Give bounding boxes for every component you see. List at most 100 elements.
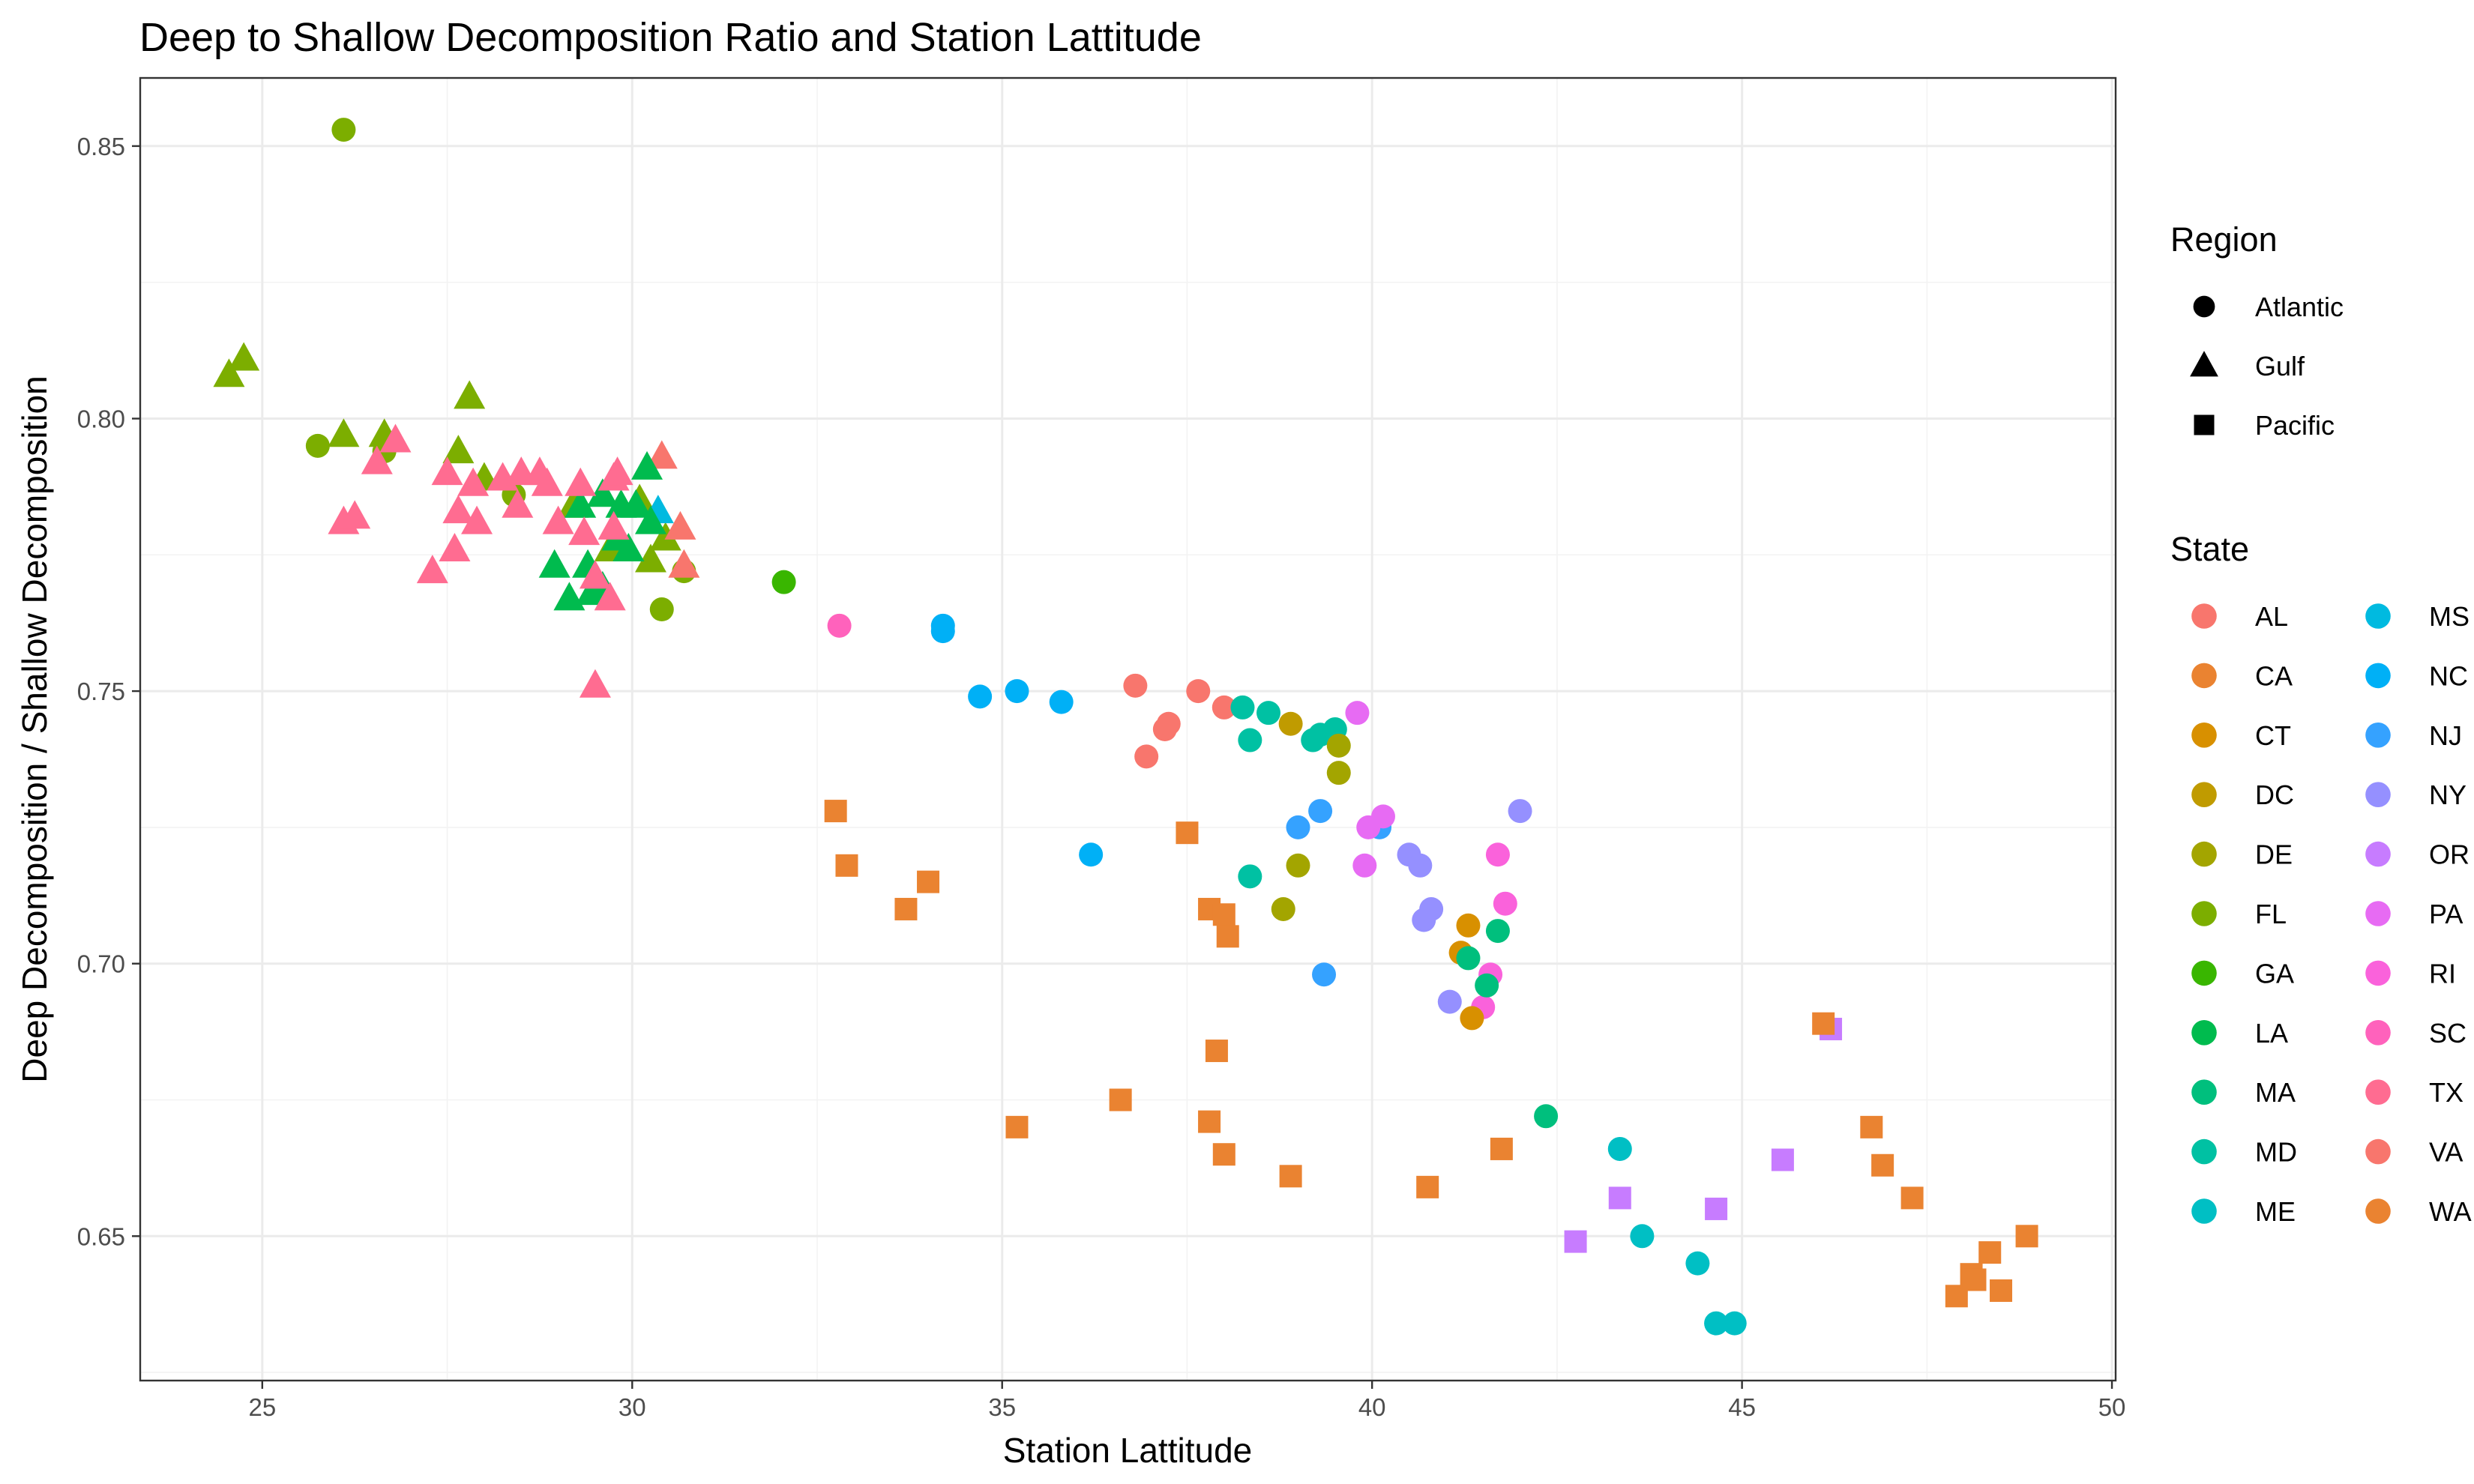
data-point — [1326, 761, 1351, 785]
data-point — [1186, 679, 1211, 704]
state-legend-label: MD — [2255, 1137, 2297, 1168]
data-point — [1356, 815, 1381, 839]
data-point — [1212, 695, 1236, 720]
x-tick-label: 30 — [618, 1393, 646, 1421]
region-legend-title: Region — [2170, 220, 2278, 259]
data-point — [1352, 853, 1377, 878]
data-point — [827, 613, 852, 638]
data-point — [579, 669, 611, 698]
x-axis-title: Station Lattitude — [1003, 1431, 1252, 1470]
state-legend-label: CA — [2255, 660, 2293, 691]
state-legend-key — [2365, 663, 2391, 689]
data-point — [631, 450, 663, 480]
data-point — [824, 800, 847, 823]
data-point — [1508, 799, 1532, 824]
data-point — [1408, 853, 1433, 878]
data-point — [1607, 1136, 1632, 1161]
region-legend-label: Gulf — [2255, 351, 2305, 381]
data-point — [1286, 853, 1310, 878]
data-point — [1271, 896, 1295, 921]
data-point — [1286, 815, 1310, 839]
state-legend-label: MS — [2429, 601, 2470, 632]
data-point — [1630, 1224, 1655, 1249]
state-legend-label: FL — [2255, 899, 2287, 929]
data-point — [213, 358, 245, 387]
data-point — [1005, 679, 1029, 704]
state-legend-key — [2191, 663, 2217, 689]
data-points — [213, 118, 2038, 1336]
chart-title: Deep to Shallow Decomposition Ratio and … — [139, 15, 1202, 60]
data-point — [1345, 701, 1370, 726]
data-point — [1238, 864, 1262, 889]
state-legend-label: ME — [2255, 1196, 2296, 1227]
data-point — [1475, 973, 1499, 998]
data-point — [1212, 903, 1236, 926]
data-point — [1685, 1251, 1710, 1276]
data-point — [1437, 989, 1462, 1014]
data-point — [649, 522, 681, 551]
state-legend-key — [2365, 1198, 2391, 1224]
data-point — [1704, 1311, 1729, 1336]
state-legend-label: RI — [2429, 958, 2456, 989]
data-point — [1109, 1088, 1132, 1112]
data-point — [1460, 1006, 1484, 1031]
state-legend-key — [2365, 1020, 2391, 1046]
data-point — [586, 478, 618, 507]
data-point — [664, 510, 696, 540]
data-point — [1134, 744, 1159, 769]
data-point — [1279, 1165, 1302, 1188]
state-legend-label: PA — [2429, 899, 2463, 929]
data-point — [1205, 1040, 1228, 1063]
state-legend-key — [2191, 1138, 2217, 1165]
region-legend-key-circle — [2193, 295, 2215, 318]
data-point — [1456, 946, 1481, 971]
data-point — [1005, 1115, 1029, 1138]
plot-panel-border — [139, 76, 2117, 1382]
data-point — [1312, 962, 1337, 987]
data-point — [328, 418, 360, 447]
data-point — [594, 582, 626, 611]
data-point — [1963, 1268, 1987, 1291]
data-point — [1705, 1197, 1728, 1220]
data-point — [454, 380, 486, 409]
data-point — [502, 489, 534, 518]
data-point — [1412, 908, 1436, 932]
data-point — [771, 570, 796, 594]
state-legend-title: State — [2170, 530, 2249, 568]
x-axis: 25 30 35 40 45 50 — [248, 1381, 2125, 1421]
data-point — [598, 510, 630, 540]
y-tick-label: 0.70 — [77, 950, 125, 978]
data-point — [1198, 1110, 1221, 1133]
data-point — [1978, 1241, 2002, 1264]
data-point — [2015, 1225, 2038, 1248]
data-point — [1493, 891, 1517, 916]
data-point — [1049, 690, 1074, 714]
y-axis-title: Deep Decomposition / Shallow Decompositi… — [15, 375, 54, 1082]
state-legend-key — [2365, 1079, 2391, 1105]
data-point — [1230, 695, 1255, 720]
x-tick-label: 40 — [1358, 1393, 1386, 1421]
state-legend-label: DE — [2255, 839, 2293, 870]
data-point — [613, 532, 645, 561]
state-legend-label: CT — [2255, 720, 2291, 751]
x-tick-label: 50 — [2098, 1393, 2126, 1421]
state-legend-key — [2191, 960, 2217, 986]
data-point — [565, 467, 597, 496]
data-point — [1990, 1279, 2013, 1303]
data-point — [553, 582, 586, 611]
state-legend-label: NC — [2429, 660, 2468, 691]
data-point — [835, 854, 858, 877]
data-point — [542, 505, 574, 534]
state-legend-key — [2191, 603, 2217, 629]
state-legend-key — [2191, 1079, 2217, 1105]
state-legend-label: OR — [2429, 839, 2470, 870]
state-legend-key — [2191, 1198, 2217, 1224]
data-point — [442, 435, 475, 464]
data-point — [568, 516, 601, 546]
state-legend-key — [2365, 603, 2391, 629]
state-legend-label: GA — [2255, 958, 2294, 989]
data-point — [1326, 733, 1351, 758]
data-point — [531, 467, 563, 496]
data-point — [1176, 821, 1199, 845]
